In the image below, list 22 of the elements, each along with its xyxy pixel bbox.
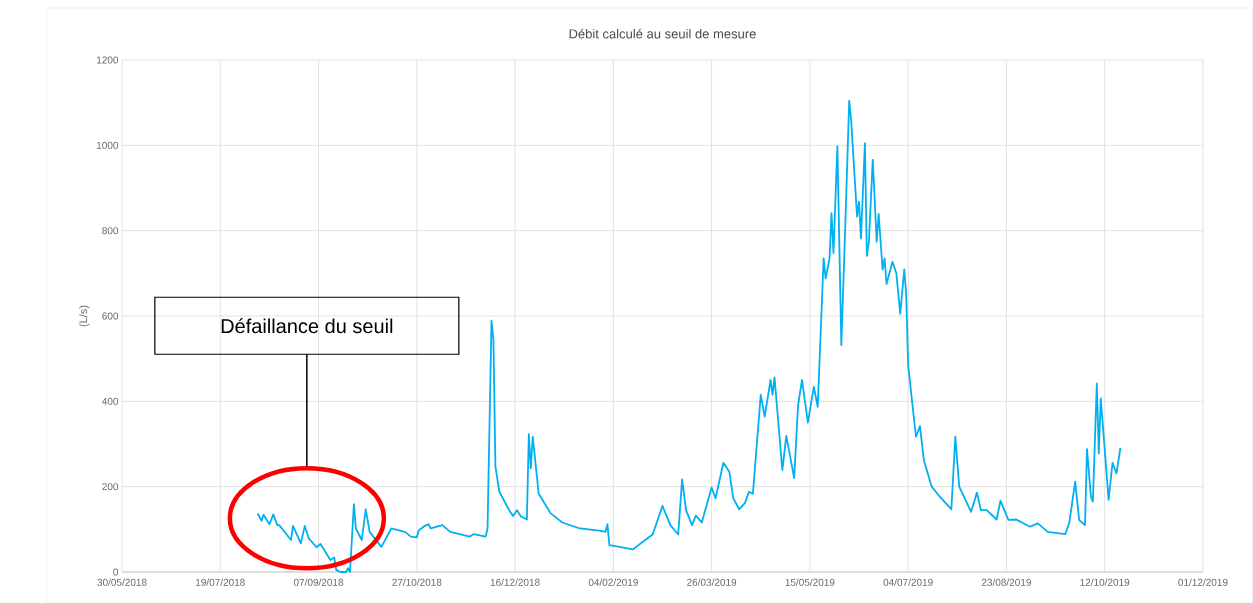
x-tick-label: 07/09/2018	[293, 578, 344, 586]
x-tick-label: 30/05/2018	[97, 578, 147, 586]
x-tick-label: 27/10/2018	[392, 578, 442, 586]
x-tick-label: 15/05/2019	[785, 578, 835, 586]
y-tick-label: 600	[102, 312, 119, 320]
x-tick-label: 16/12/2018	[490, 578, 540, 586]
annotation: Défaillance du seuil	[221, 318, 393, 334]
y-tick-label: 400	[102, 397, 119, 405]
x-tick-label: 01/12/2019	[1178, 578, 1228, 586]
y-tick-label: 200	[102, 483, 119, 491]
y-axis-title: (L/s)	[79, 305, 90, 327]
x-tick-label: 04/07/2019	[883, 578, 933, 586]
y-tick-label: 0	[113, 568, 119, 576]
x-tick-label: 26/03/2019	[687, 578, 737, 586]
x-tick-label: 12/10/2019	[1080, 578, 1130, 586]
y-tick-label: 1200	[96, 56, 119, 64]
y-tick-label: 1000	[96, 141, 119, 149]
x-tick-label: 19/07/2018	[196, 578, 245, 586]
x-tick-label: 04/02/2019	[588, 578, 638, 586]
chart-title: Débit calculé au seuil de mesure	[569, 28, 756, 39]
y-tick-label: 800	[102, 227, 119, 235]
x-tick-label: 23/08/2019	[981, 578, 1031, 586]
